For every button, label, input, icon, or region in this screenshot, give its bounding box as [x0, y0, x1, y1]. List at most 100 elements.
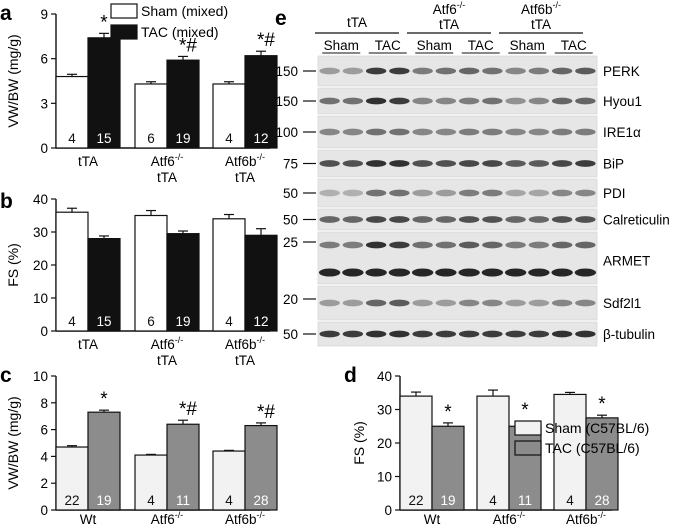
blot-band — [505, 330, 526, 338]
blot-band — [505, 160, 526, 167]
tac-bar — [87, 37, 121, 149]
blot-band — [482, 189, 503, 197]
category-sup: -/- — [517, 510, 526, 520]
blot-band — [318, 268, 341, 277]
n-label: 11 — [518, 493, 532, 508]
n-label: 12 — [253, 131, 268, 146]
blot-band — [435, 160, 457, 167]
protein-label: ARMET — [603, 254, 650, 269]
category-sup: -/- — [257, 335, 266, 345]
blot-band — [342, 189, 364, 197]
y-tick-label: 30 — [377, 403, 392, 418]
protein-label: IRE1α — [603, 125, 641, 140]
panel-letter-a: a — [0, 2, 12, 25]
blot-condition-label: TAC — [561, 38, 587, 53]
blot-band — [505, 67, 526, 75]
blot-band — [389, 160, 410, 167]
mw-marker-label: 50 — [283, 186, 298, 201]
blot-band — [319, 67, 340, 75]
blot-band — [458, 160, 480, 167]
legend-tac-c57-text: TAC (C57BL/6) — [545, 440, 640, 456]
blot-band — [482, 216, 503, 223]
blot-strip — [317, 115, 598, 149]
blot-band — [528, 160, 550, 167]
blot-band — [505, 128, 526, 136]
blot-band — [319, 299, 340, 307]
panel-letter-c: c — [0, 364, 12, 387]
blot-group-main: Atf6 — [433, 2, 457, 17]
blot-row-3: BiP 75 — [283, 149, 624, 178]
y-tick-label: 10 — [377, 470, 392, 485]
y-tick-label: 20 — [33, 258, 48, 273]
blot-row-1: Hyou1 150 — [275, 87, 642, 115]
tac-bar — [244, 234, 278, 332]
y-tick-label: 10 — [33, 369, 48, 384]
blot-band — [365, 97, 387, 105]
category-sup: -/- — [257, 152, 266, 162]
blot-band — [505, 189, 526, 197]
protein-label: β-tubulin — [603, 327, 655, 342]
category-main: Atf6b — [225, 512, 257, 527]
mw-marker-label: 150 — [275, 94, 298, 109]
n-label: 22 — [408, 493, 423, 508]
significance-mark: * — [444, 402, 452, 423]
blot-band — [551, 160, 573, 167]
legends: Sham (mixed) TAC (mixed) Sham (C57BL/6) TAC… — [110, 3, 649, 456]
category-sup: -/- — [175, 335, 184, 345]
blot-band — [481, 268, 504, 277]
blot-group-sup: -/- — [457, 0, 466, 10]
blot-band — [528, 241, 550, 249]
blot-band — [412, 330, 433, 338]
blot-band — [342, 241, 364, 249]
blot-band — [551, 330, 573, 338]
significance-mark: * — [100, 389, 108, 410]
mw-marker-label: 50 — [283, 213, 298, 228]
blot-band — [388, 268, 411, 277]
panel-letter-e: e — [275, 7, 287, 30]
n-label: 28 — [253, 493, 268, 508]
blot-band — [482, 128, 503, 136]
blot-condition-label: Sham — [510, 38, 545, 53]
blot-band — [505, 216, 526, 223]
blot-strip — [317, 55, 598, 87]
blot-band — [551, 299, 573, 307]
y-axis-label: FS (%) — [5, 243, 21, 287]
blot-band — [505, 299, 526, 307]
blot-row-7: Sdf2l1 20 — [283, 285, 641, 321]
blot-row-0: PERK 150 — [275, 55, 640, 87]
significance-mark: *# — [257, 402, 275, 423]
n-label: 4 — [147, 493, 155, 508]
blot-group-label: tTA — [347, 15, 367, 30]
blot-band — [412, 67, 433, 75]
blot-band — [411, 268, 434, 277]
tac-bar — [244, 424, 278, 511]
category-main: Atf6b — [566, 512, 598, 527]
significance-mark: *# — [179, 35, 197, 56]
blot-band — [435, 241, 457, 249]
n-label: 15 — [96, 314, 111, 329]
blot-band — [551, 189, 573, 197]
category-label: Atf6-/- — [151, 152, 184, 169]
category-label: Atf6b-/- — [566, 510, 606, 527]
blot-row-4: PDI 50 — [283, 178, 626, 208]
blot-band — [412, 189, 433, 197]
category-label: Atf6b-/- — [225, 335, 265, 352]
category-label: Atf6b-/- — [225, 152, 265, 169]
blot-band — [435, 330, 457, 338]
category-sup: -/- — [598, 510, 607, 520]
blot-band — [575, 241, 596, 249]
mw-marker-label: 100 — [275, 125, 298, 140]
blot-band — [319, 97, 340, 105]
blot-group-second: tTA — [439, 17, 459, 32]
n-label: 19 — [175, 314, 190, 329]
blot-band — [389, 241, 410, 249]
blot-band — [528, 330, 550, 338]
protein-label: Calreticulin — [603, 213, 670, 228]
protein-label: BiP — [603, 157, 624, 172]
blot-band — [458, 189, 480, 197]
n-label: 4 — [489, 493, 497, 508]
blot-band — [458, 216, 480, 223]
tac-bar — [87, 411, 121, 511]
